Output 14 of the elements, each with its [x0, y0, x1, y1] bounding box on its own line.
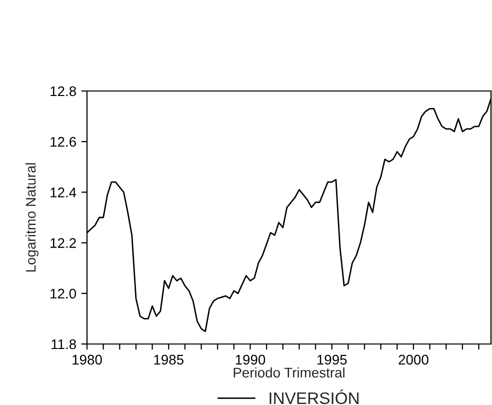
y-tick-label: 12.4 — [50, 188, 76, 198]
x-tick-label: 1985 — [154, 354, 184, 365]
y-tick-label: 12.8 — [50, 86, 76, 96]
y-tick-label: 11.8 — [52, 339, 76, 350]
x-tick-label: 2000 — [398, 354, 428, 365]
y-tick-label: 12.2 — [50, 238, 76, 248]
x-tick-label: 1995 — [317, 354, 347, 365]
x-tick-label: 1990 — [236, 354, 266, 365]
x-tick-label: 1980 — [72, 354, 102, 365]
y-axis-title: Logaritmo Natural — [25, 163, 38, 272]
legend-label: INVERSIÓN — [270, 390, 358, 404]
y-tick-label: 12.6 — [50, 136, 76, 147]
y-tick-label: 12.0 — [50, 288, 76, 299]
x-axis-title: Periodo Trimestral — [234, 367, 344, 378]
